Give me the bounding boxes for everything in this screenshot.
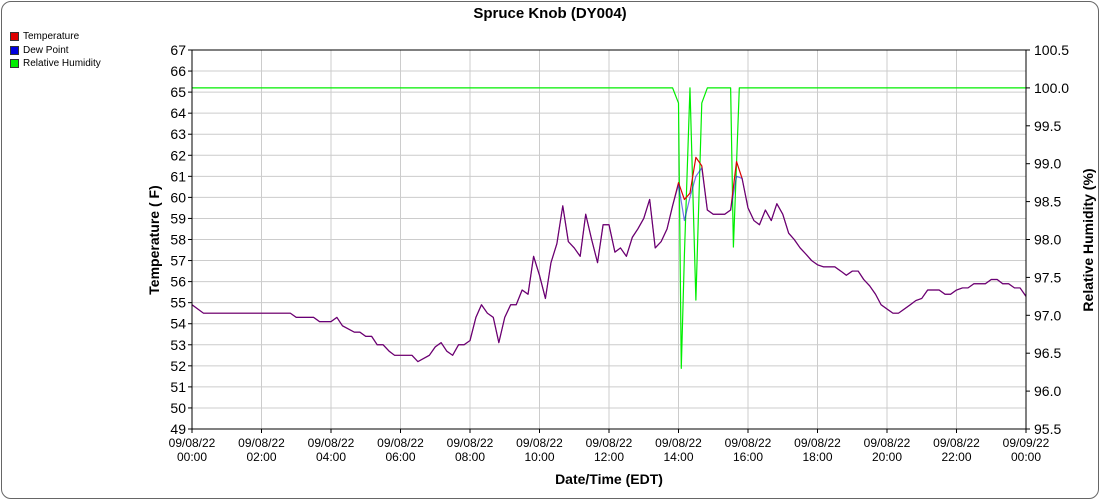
legend-label-dew-point: Dew Point (23, 44, 69, 56)
x-tick-date: 09/08/22 (655, 436, 702, 450)
x-tick-time: 06:00 (385, 450, 415, 464)
y-tick-label: 65 (170, 84, 186, 100)
x-tick-label: 09/09/22 00:00 (1003, 436, 1050, 464)
x-tick-label: 09/08/22 20:00 (864, 436, 911, 464)
grid (191, 49, 1027, 430)
legend-label-relative-humidity: Relative Humidity (23, 58, 101, 70)
y-tick-label: 49 (170, 421, 186, 437)
y-tick-label: 60 (170, 189, 186, 205)
x-tick-time: 04:00 (316, 450, 346, 464)
y2-tick-label: 97.5 (1034, 269, 1061, 285)
x-tick-label: 09/08/22 08:00 (447, 436, 494, 464)
x-tick-date: 09/08/22 (586, 436, 633, 450)
x-tick-time: 14:00 (663, 450, 693, 464)
legend-swatch-temperature (10, 32, 19, 42)
chart-title: Spruce Knob (DY004) (473, 5, 626, 22)
y2-tick-label: 99.5 (1034, 118, 1061, 134)
y-tick-label: 51 (170, 379, 186, 395)
x-tick-date: 09/08/22 (933, 436, 980, 450)
y-tick-label: 50 (170, 400, 186, 416)
legend-label-temperature: Temperature (23, 31, 80, 43)
legend-swatch-dew-point (10, 45, 19, 55)
y2-tick-label: 95.5 (1034, 421, 1061, 437)
y2-tick-label: 98.0 (1034, 232, 1061, 248)
x-tick-label: 09/08/22 06:00 (377, 436, 424, 464)
left-axis-ticks: 67 66 65 64 63 62 61 60 59 58 57 56 55 54 53 52 51 50 49 (170, 42, 192, 437)
x-tick-time: 10:00 (524, 450, 554, 464)
x-tick-time: 18:00 (802, 450, 832, 464)
y2-axis-label: Relative Humidity (%) (1080, 168, 1096, 311)
y-tick-label: 66 (170, 63, 186, 79)
x-tick-time: 12:00 (594, 450, 624, 464)
y2-tick-label: 100.5 (1034, 42, 1069, 58)
x-tick-label: 09/08/22 00:00 (169, 436, 216, 464)
x-tick-date: 09/08/22 (377, 436, 424, 450)
x-tick-label: 09/08/22 12:00 (586, 436, 633, 464)
x-tick-time: 00:00 (177, 450, 207, 464)
x-axis-label: Date/Time (EDT) (555, 471, 663, 487)
x-tick-time: 08:00 (455, 450, 485, 464)
x-tick-label: 09/08/22 04:00 (308, 436, 355, 464)
y-tick-label: 58 (170, 232, 186, 248)
y-tick-label: 67 (170, 42, 186, 58)
x-tick-date: 09/08/22 (725, 436, 772, 450)
y-tick-label: 57 (170, 253, 186, 269)
y2-tick-label: 98.5 (1034, 194, 1061, 210)
x-tick-label: 09/08/22 02:00 (238, 436, 285, 464)
x-tick-date: 09/09/22 (1003, 436, 1050, 450)
x-tick-date: 09/08/22 (864, 436, 911, 450)
x-tick-date: 09/08/22 (794, 436, 841, 450)
x-tick-time: 00:00 (1011, 450, 1041, 464)
plot-border (191, 49, 1027, 430)
right-axis-ticks: 100.5 100.0 99.5 99.0 98.5 98.0 97.5 97.0 96.5 96… (1026, 42, 1069, 437)
x-tick-date: 09/08/22 (516, 436, 563, 450)
y-axis-label: Temperature ( F) (146, 185, 162, 294)
y-tick-label: 56 (170, 274, 186, 290)
x-tick-date: 09/08/22 (447, 436, 494, 450)
series-line-dew-point (191, 167, 1027, 363)
x-tick-label: 09/08/22 18:00 (794, 436, 841, 464)
x-tick-date: 09/08/22 (308, 436, 355, 450)
x-tick-label: 09/08/22 22:00 (933, 436, 980, 464)
y2-tick-label: 97.0 (1034, 307, 1061, 323)
x-tick-time: 16:00 (733, 450, 763, 464)
x-tick-label: 09/08/22 10:00 (516, 436, 563, 464)
legend-item-dew-point: Dew Point (10, 44, 101, 58)
y2-tick-label: 100.0 (1034, 80, 1069, 96)
x-tick-time: 22:00 (941, 450, 971, 464)
x-tick-label: 09/08/22 14:00 (655, 436, 702, 464)
x-tick-date: 09/08/22 (169, 436, 216, 450)
y-tick-label: 55 (170, 295, 186, 311)
y2-tick-label: 99.0 (1034, 156, 1061, 172)
x-tick-time: 02:00 (246, 450, 276, 464)
y-tick-label: 53 (170, 337, 186, 353)
series-lines (191, 87, 1027, 369)
y-tick-label: 52 (170, 358, 186, 374)
y-tick-label: 64 (170, 105, 186, 121)
y-tick-label: 54 (170, 316, 186, 332)
y-tick-label: 62 (170, 147, 186, 163)
legend-item-temperature: Temperature (10, 30, 101, 44)
legend-item-relative-humidity: Relative Humidity (10, 57, 101, 71)
x-tick-date: 09/08/22 (238, 436, 285, 450)
y2-tick-label: 96.0 (1034, 383, 1061, 399)
y2-tick-label: 96.5 (1034, 345, 1061, 361)
x-tick-time: 20:00 (872, 450, 902, 464)
y-tick-label: 61 (170, 168, 186, 184)
legend-swatch-relative-humidity (10, 59, 19, 69)
y-tick-label: 59 (170, 210, 186, 226)
x-tick-label: 09/08/22 16:00 (725, 436, 772, 464)
y-tick-label: 63 (170, 126, 186, 142)
legend: Temperature Dew Point Relative Humidity (10, 30, 101, 71)
